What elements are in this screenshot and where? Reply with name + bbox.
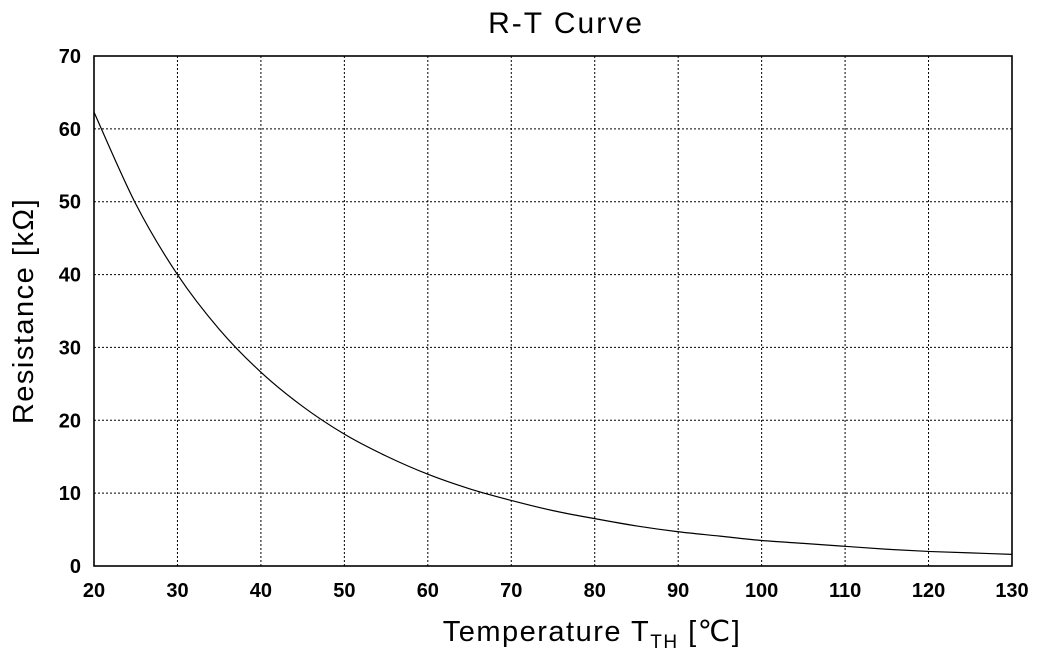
x-tick-label-50: 50 bbox=[333, 580, 355, 602]
y-tick-label-20: 20 bbox=[59, 410, 81, 432]
x-tick-label-30: 30 bbox=[166, 580, 188, 602]
x-tick-label-90: 90 bbox=[667, 580, 689, 602]
y-tick-label-10: 10 bbox=[59, 483, 81, 505]
x-axis-label-main: Temperature T bbox=[443, 616, 651, 648]
y-axis-label: Resistance [kΩ] bbox=[8, 198, 40, 424]
y-tick-labels: 0 10 20 30 40 50 60 70 bbox=[59, 46, 81, 578]
x-tick-label-120: 120 bbox=[912, 580, 945, 602]
chart-title: R-T Curve bbox=[488, 7, 644, 40]
x-tick-label-110: 110 bbox=[829, 580, 861, 602]
y-tick-label-0: 0 bbox=[70, 556, 81, 578]
x-tick-label-100: 100 bbox=[745, 580, 778, 602]
curve-layer bbox=[93, 111, 1013, 555]
x-tick-label-70: 70 bbox=[500, 580, 522, 602]
plot-frame bbox=[93, 55, 1013, 567]
y-tick-label-70: 70 bbox=[59, 46, 81, 68]
y-tick-label-30: 30 bbox=[59, 337, 81, 359]
series-line-0 bbox=[93, 111, 1013, 555]
y-tick-label-60: 60 bbox=[59, 119, 81, 141]
y-tick-label-40: 40 bbox=[59, 265, 81, 287]
x-axis-label-subscript: TH bbox=[650, 632, 678, 653]
x-axis-label-unit: [℃] bbox=[679, 616, 742, 648]
x-tick-label-130: 130 bbox=[995, 580, 1028, 602]
x-tick-label-60: 60 bbox=[417, 580, 439, 602]
grid-lines bbox=[94, 56, 1012, 566]
x-tick-labels: 20 30 40 50 60 70 80 90 100 110 120 130 bbox=[83, 580, 1029, 602]
x-tick-label-20: 20 bbox=[83, 580, 105, 602]
y-tick-label-50: 50 bbox=[59, 192, 81, 214]
x-tick-label-80: 80 bbox=[584, 580, 606, 602]
x-tick-label-40: 40 bbox=[250, 580, 272, 602]
x-axis-label: Temperature TTH [℃] bbox=[443, 616, 742, 653]
